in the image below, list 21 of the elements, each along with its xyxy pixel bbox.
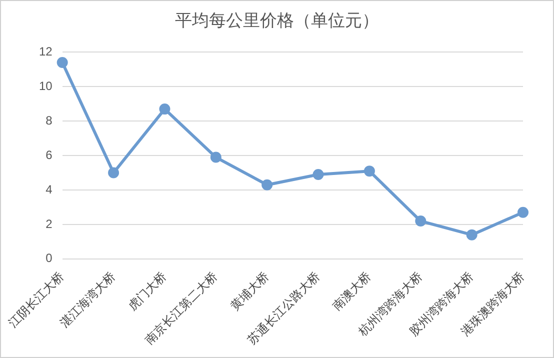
y-tick-label: 2 (46, 216, 53, 231)
x-tick-label: 虎门大桥 (125, 269, 170, 314)
chart-title: 平均每公里价格（单位元） (174, 10, 380, 32)
y-tick-label: 10 (38, 78, 53, 93)
point (466, 229, 478, 240)
y-tick-label: 8 (46, 113, 53, 128)
point (159, 104, 170, 115)
point (262, 179, 273, 190)
point (210, 152, 222, 163)
x-tick-label: 南澳大桥 (330, 269, 374, 314)
point (312, 169, 324, 180)
point (108, 167, 120, 178)
point (56, 57, 68, 68)
y-tick-label: 4 (46, 182, 53, 196)
point (518, 206, 528, 218)
x-tick-label: 黄埔大桥 (228, 269, 272, 314)
point (364, 166, 375, 177)
y-tick-label: 12 (38, 44, 53, 59)
y-tick-label: 0 (46, 251, 53, 266)
y-tick-label: 6 (46, 148, 53, 162)
point (415, 216, 426, 227)
